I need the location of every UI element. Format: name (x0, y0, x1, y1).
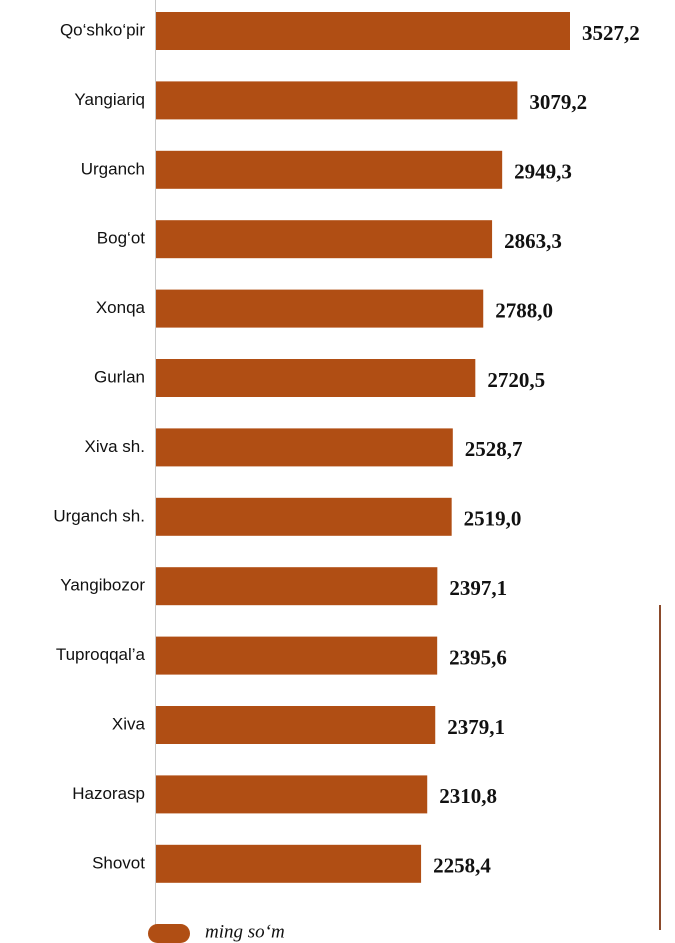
category-label: Shovot (92, 853, 145, 872)
value-label: 3079,2 (529, 90, 587, 114)
category-label: Xonqa (96, 298, 146, 317)
bar (156, 706, 436, 744)
bar (156, 220, 493, 259)
bar (156, 844, 422, 883)
bar (156, 567, 438, 606)
value-label: 2395,6 (449, 645, 507, 669)
legend-label: ming so‘m (205, 921, 285, 942)
category-label: Xiva (112, 714, 146, 733)
category-label: Yangiariq (74, 90, 145, 109)
bar (156, 289, 484, 328)
bar (156, 150, 503, 189)
value-label: 2258,4 (433, 854, 491, 878)
value-label: 2720,5 (487, 368, 545, 392)
category-label: Gurlan (94, 367, 145, 386)
bar (156, 81, 518, 120)
value-label: 2949,3 (514, 160, 572, 184)
bar (156, 428, 453, 467)
category-label: Hazorasp (72, 784, 145, 803)
value-label: 2519,0 (464, 507, 522, 531)
value-label: 2788,0 (495, 298, 553, 322)
value-label: 3527,2 (582, 21, 640, 45)
category-label: Xiva sh. (85, 437, 145, 456)
value-label: 2863,3 (504, 229, 562, 253)
category-label: Urganch sh. (53, 506, 145, 525)
bar (156, 775, 428, 814)
bar (156, 636, 438, 675)
value-label: 2310,8 (439, 784, 497, 808)
value-label: 2397,1 (449, 576, 507, 600)
bar (156, 359, 476, 397)
category-label: Urganch (81, 159, 145, 178)
category-label: Bog‘ot (97, 229, 145, 248)
category-label: Qo‘shko‘pir (60, 20, 145, 39)
value-label: 2528,7 (465, 437, 523, 461)
category-label: Yangibozor (60, 576, 145, 595)
category-label: Tuproqqal’a (56, 645, 146, 664)
bar (156, 497, 452, 536)
bar (156, 12, 570, 50)
legend-swatch (148, 924, 190, 943)
value-label: 2379,1 (447, 715, 505, 739)
